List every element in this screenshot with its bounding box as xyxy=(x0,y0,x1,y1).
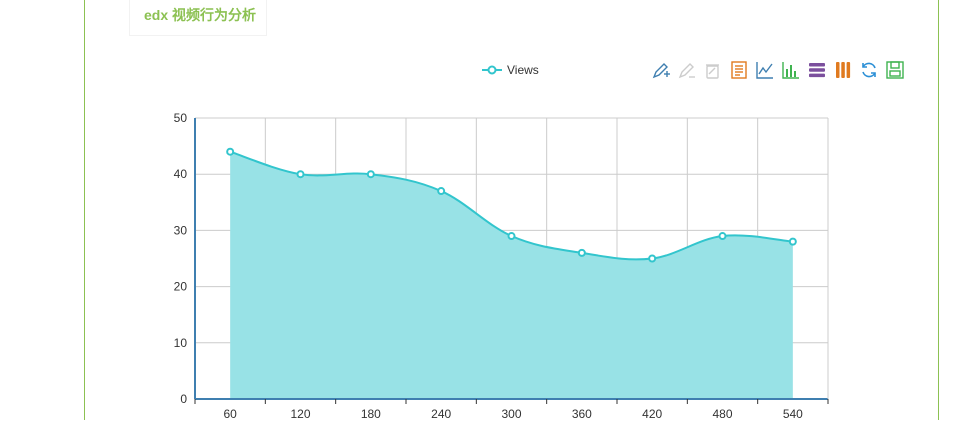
y-tick-label: 0 xyxy=(180,392,187,406)
data-point xyxy=(507,232,516,241)
tiled-button[interactable] xyxy=(832,59,854,81)
x-tick-label: 420 xyxy=(642,407,662,420)
save-image-button[interactable] xyxy=(884,59,906,81)
data-point xyxy=(648,254,657,263)
x-tick-label: 300 xyxy=(501,407,521,420)
mark-clear-button[interactable] xyxy=(702,59,724,81)
restore-icon xyxy=(862,62,876,78)
x-tick-label: 60 xyxy=(223,407,237,420)
x-tick-label: 360 xyxy=(572,407,592,420)
data-point xyxy=(577,248,586,257)
tiled-icon xyxy=(836,62,851,78)
line-chart-icon xyxy=(756,62,773,79)
y-tick-label: 50 xyxy=(174,111,188,125)
legend-item-views[interactable]: Views xyxy=(482,60,539,80)
mark-undo-button[interactable] xyxy=(676,59,698,81)
y-tick-label: 30 xyxy=(174,223,188,237)
stack-button[interactable] xyxy=(806,59,828,81)
x-tick-label: 480 xyxy=(712,407,732,420)
line-chart-button[interactable] xyxy=(754,59,776,81)
data-point xyxy=(437,187,446,196)
stack-icon xyxy=(809,63,825,78)
legend-line-icon xyxy=(482,65,502,75)
data-point xyxy=(366,170,375,179)
data-point xyxy=(788,237,797,246)
y-tick-label: 10 xyxy=(174,336,188,350)
data-point xyxy=(718,232,727,241)
y-tick-label: 40 xyxy=(174,167,188,181)
restore-button[interactable] xyxy=(858,59,880,81)
bar-chart-icon xyxy=(782,62,799,79)
mark-clear-icon xyxy=(706,64,719,79)
x-tick-label: 240 xyxy=(431,407,451,420)
data-view-button[interactable] xyxy=(728,59,750,81)
toolbox xyxy=(650,59,910,81)
y-tick-label: 20 xyxy=(174,280,188,294)
chart-title: edx 视频行为分析 xyxy=(129,0,267,36)
mark-icon xyxy=(652,63,670,79)
series-area-views xyxy=(230,151,793,399)
legend-label: Views xyxy=(507,63,539,77)
save-image-icon xyxy=(886,61,904,79)
x-tick-label: 120 xyxy=(290,407,310,420)
mark-undo-icon xyxy=(678,63,695,79)
data-point xyxy=(296,170,305,179)
data-view-icon xyxy=(731,61,747,79)
x-tick-label: 540 xyxy=(783,407,803,420)
mark-button[interactable] xyxy=(650,59,672,81)
x-tick-label: 180 xyxy=(361,407,381,420)
data-point xyxy=(226,147,235,156)
bar-chart-button[interactable] xyxy=(780,59,802,81)
